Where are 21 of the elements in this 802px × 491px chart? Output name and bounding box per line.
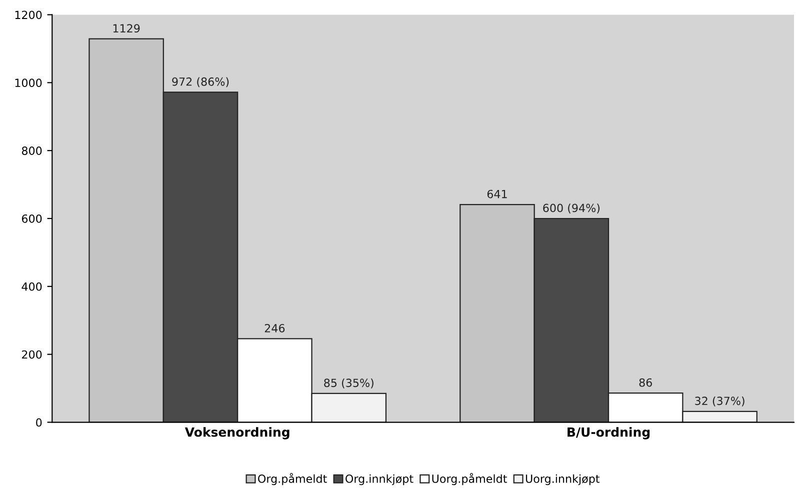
- x-tick-label: B/U-ordning: [568, 427, 650, 440]
- data-label: 85 (35%): [324, 378, 374, 388]
- y-tick-label: 1000: [15, 78, 42, 88]
- y-tick-label: 400: [22, 282, 42, 291]
- y-tick-label: 600: [22, 214, 42, 223]
- data-label: 641: [487, 190, 507, 198]
- y-tick-label: 0: [36, 418, 42, 427]
- y-tick-label: 800: [22, 146, 42, 155]
- legend-label: Uorg.påmeldt: [432, 473, 507, 486]
- data-label: 246: [264, 324, 285, 332]
- y-tick-label: 1200: [15, 10, 42, 20]
- legend-label: Org.påmeldt: [258, 473, 327, 486]
- data-label: 1129: [113, 24, 140, 33]
- data-label: 972 (86%): [172, 77, 229, 88]
- data-label: 600 (94%): [543, 204, 600, 214]
- data-label: 86: [639, 378, 652, 387]
- y-tick-label: 200: [22, 350, 42, 359]
- x-tick-label: Voksenordning: [184, 427, 290, 440]
- data-label: 32 (37%): [695, 396, 744, 406]
- legend-label: Org.innkjøpt: [346, 474, 414, 486]
- legend-label: Uorg.innkjøpt: [526, 474, 600, 486]
